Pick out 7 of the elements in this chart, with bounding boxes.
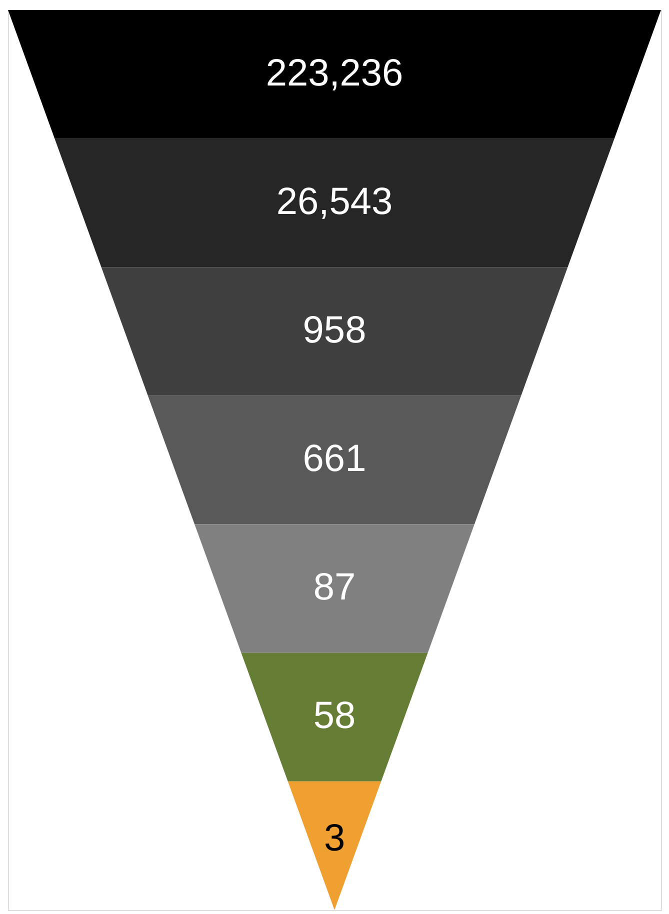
data-label: 87 [313,566,356,609]
data-label: 223,236 [266,52,404,94]
data-label: 661 [302,438,366,480]
data-label: 58 [313,695,356,738]
data-label: 958 [302,309,366,352]
data-label: 26,543 [276,180,393,223]
data-label: 3 [324,817,346,860]
